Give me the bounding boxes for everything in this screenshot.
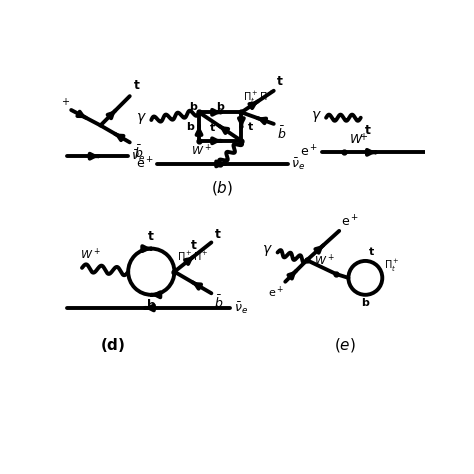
Text: $+$: $+$ bbox=[359, 131, 368, 142]
Text: $(b)$: $(b)$ bbox=[211, 179, 233, 197]
Text: t: t bbox=[368, 247, 374, 257]
Text: t: t bbox=[214, 228, 220, 241]
Text: t: t bbox=[134, 79, 139, 92]
Text: $\bar{\nu}_e$: $\bar{\nu}_e$ bbox=[234, 300, 248, 316]
Text: $+$: $+$ bbox=[61, 96, 70, 107]
Text: b: b bbox=[186, 121, 194, 132]
Text: b: b bbox=[361, 298, 369, 308]
Text: t: t bbox=[191, 239, 197, 253]
Text: $\Pi_t^+\Pi^+$: $\Pi_t^+\Pi^+$ bbox=[243, 90, 274, 106]
Text: e$^+$: e$^+$ bbox=[301, 145, 319, 160]
Text: $\gamma$: $\gamma$ bbox=[310, 109, 321, 124]
Text: $( e)$: $( e)$ bbox=[334, 336, 356, 354]
Text: t: t bbox=[365, 124, 371, 137]
Text: t: t bbox=[148, 230, 154, 243]
Text: $\bar{\nu}_e$: $\bar{\nu}_e$ bbox=[292, 156, 306, 172]
Text: e$^+$: e$^+$ bbox=[136, 156, 154, 172]
Text: $W^+$: $W^+$ bbox=[314, 253, 335, 268]
Text: b: b bbox=[147, 299, 156, 312]
Text: t: t bbox=[277, 75, 283, 89]
Text: t: t bbox=[247, 121, 253, 132]
Text: $\bar{b}$: $\bar{b}$ bbox=[214, 295, 224, 311]
Text: $\Pi_t^+\Pi^+$: $\Pi_t^+\Pi^+$ bbox=[177, 249, 209, 265]
Text: $W^+$: $W^+$ bbox=[191, 143, 212, 158]
Text: b: b bbox=[190, 102, 198, 112]
Text: $\bar{b}$: $\bar{b}$ bbox=[134, 145, 143, 161]
Text: e$^+$: e$^+$ bbox=[268, 285, 284, 300]
Text: t: t bbox=[210, 123, 216, 133]
Text: $\bar{b}$: $\bar{b}$ bbox=[277, 126, 286, 142]
Text: e$^+$: e$^+$ bbox=[341, 214, 359, 229]
Text: b: b bbox=[216, 102, 224, 112]
Text: $W^+$: $W^+$ bbox=[81, 246, 101, 262]
Text: $W$: $W$ bbox=[349, 133, 364, 146]
Text: $\mathbf{(d)}$: $\mathbf{(d)}$ bbox=[100, 336, 126, 354]
Text: $\gamma$: $\gamma$ bbox=[262, 243, 273, 258]
Text: $\Pi_t^+$: $\Pi_t^+$ bbox=[384, 258, 400, 274]
Text: $\bar{\nu}_e$: $\bar{\nu}_e$ bbox=[130, 148, 145, 164]
Text: $\gamma$: $\gamma$ bbox=[136, 111, 146, 126]
